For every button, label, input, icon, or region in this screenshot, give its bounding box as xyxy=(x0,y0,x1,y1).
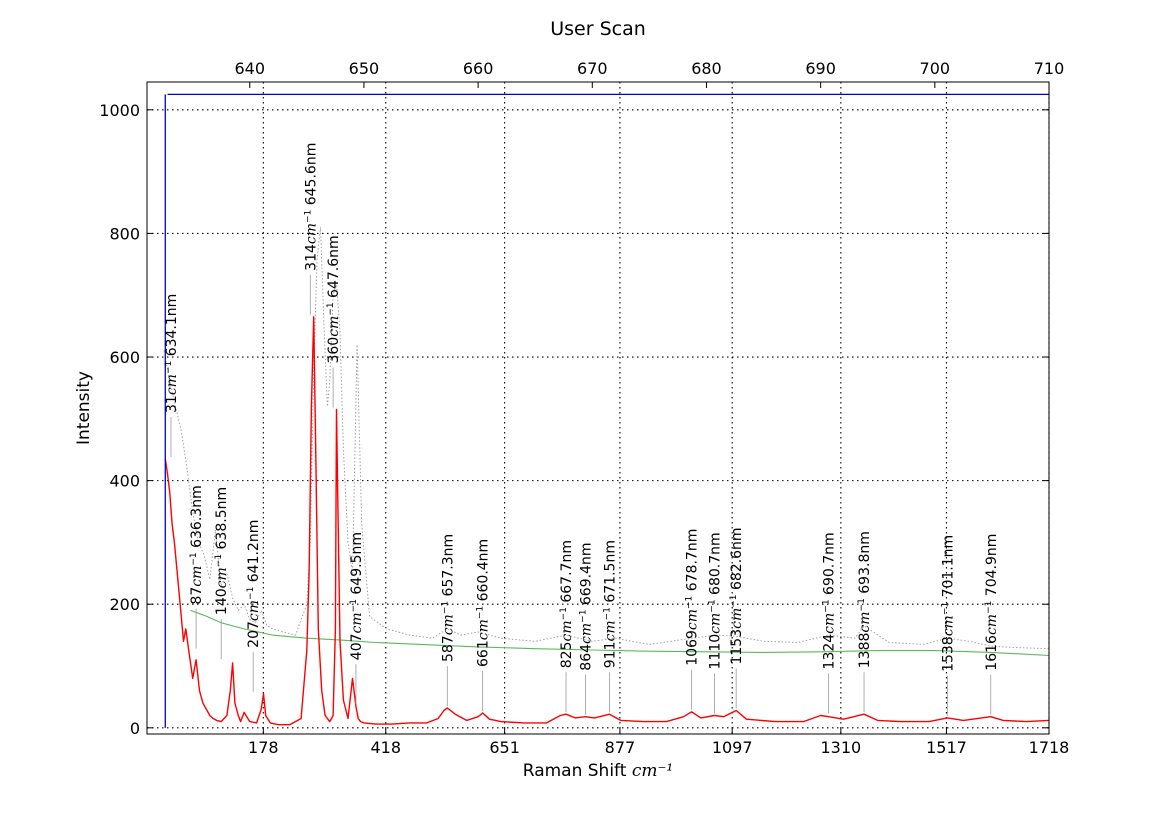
axis-ticks: 640 650 660 670 680 690 700 710 178 418 651 877 1097… xyxy=(99,59,1069,757)
bottom-axis-tick-label: 877 xyxy=(605,738,636,757)
y-axis-tick-label: 0 xyxy=(130,719,140,738)
bottom-axis-tick-label: 1517 xyxy=(926,738,967,757)
y-axis-tick-label: 200 xyxy=(109,595,140,614)
peak-annotation-label: 1324cm−1 690.7nm xyxy=(822,532,838,669)
top-axis-tick-label: 650 xyxy=(349,59,380,78)
y-axis-tick-label: 400 xyxy=(109,472,140,491)
peak-annotation-label: 661cm−1 660.4nm xyxy=(476,539,492,667)
bottom-axis-tick-label: 1718 xyxy=(1029,738,1070,757)
y-axis-tick-label: 600 xyxy=(109,348,140,367)
peak-annotation-label: 87cm−1 636.3nm xyxy=(189,485,205,604)
peak-annotation-label: 360cm−1 647.6nm xyxy=(326,235,342,363)
peak-annotation-label: 911cm−1 671.5nm xyxy=(602,540,618,668)
raw-spectrum-line xyxy=(163,226,1050,650)
peak-annotation-label: 31cm−1 634.1nm xyxy=(164,294,180,413)
bottom-axis-tick-label: 651 xyxy=(489,738,520,757)
bottom-axis-tick-label: 1097 xyxy=(712,738,753,757)
peak-annotation-label: 407cm−1 649.5nm xyxy=(349,532,365,660)
bottom-axis-tick-label: 1310 xyxy=(820,738,861,757)
peak-annotation-label: 140cm−1 638.5nm xyxy=(214,487,230,615)
plot-series xyxy=(163,93,1050,728)
peak-annotation-label: 587cm−1 657.3nm xyxy=(440,534,456,662)
plot-frame xyxy=(146,81,1050,735)
x-axis-label: Raman Shift cm⁻¹ xyxy=(523,761,674,781)
peak-annotation-label: 825cm−1 667.7nm xyxy=(559,540,575,668)
top-axis-tick-label: 680 xyxy=(691,59,722,78)
top-axis-tick-label: 690 xyxy=(805,59,836,78)
peak-annotation-label: 314cm−1 645.6nm xyxy=(303,143,319,271)
peak-annotation-label: 1153cm−1 682.6nm xyxy=(729,527,745,664)
peak-annotation-label: 864cm−1 669.4nm xyxy=(578,543,594,671)
y-axis-tick-label: 800 xyxy=(109,224,140,243)
peak-annotation-label: 1538cm−1 701.1nm xyxy=(940,535,956,672)
top-axis-tick-label: 640 xyxy=(234,59,265,78)
peak-annotations: 31cm−1 634.1nm 87cm−1 636.3nm 140cm−1 638.… xyxy=(164,143,1000,716)
top-axis-tick-label: 700 xyxy=(920,59,951,78)
chart-title: User Scan xyxy=(550,18,646,40)
top-axis-tick-label: 660 xyxy=(463,59,494,78)
peak-annotation-label: 1616cm−1 704.9nm xyxy=(984,534,1000,671)
peak-annotation-label: 1069cm−1 678.7nm xyxy=(685,529,701,666)
baseline-spectrum-line xyxy=(190,609,1050,657)
top-axis-tick-label: 670 xyxy=(577,59,608,78)
peak-annotation-label: 1388cm−1 693.8nm xyxy=(857,531,873,668)
top-axis-tick-label: 710 xyxy=(1034,59,1065,78)
y-axis-label: Intensity xyxy=(74,371,94,445)
bottom-axis-tick-label: 418 xyxy=(370,738,401,757)
peak-annotation-label: 1110cm−1 680.7nm xyxy=(707,532,723,669)
bottom-axis-tick-label: 178 xyxy=(248,738,279,757)
peak-annotation-label: 207cm−1 641.2nm xyxy=(246,520,262,648)
processed-spectrum-line xyxy=(164,316,1050,726)
y-axis-tick-label: 1000 xyxy=(99,101,140,120)
